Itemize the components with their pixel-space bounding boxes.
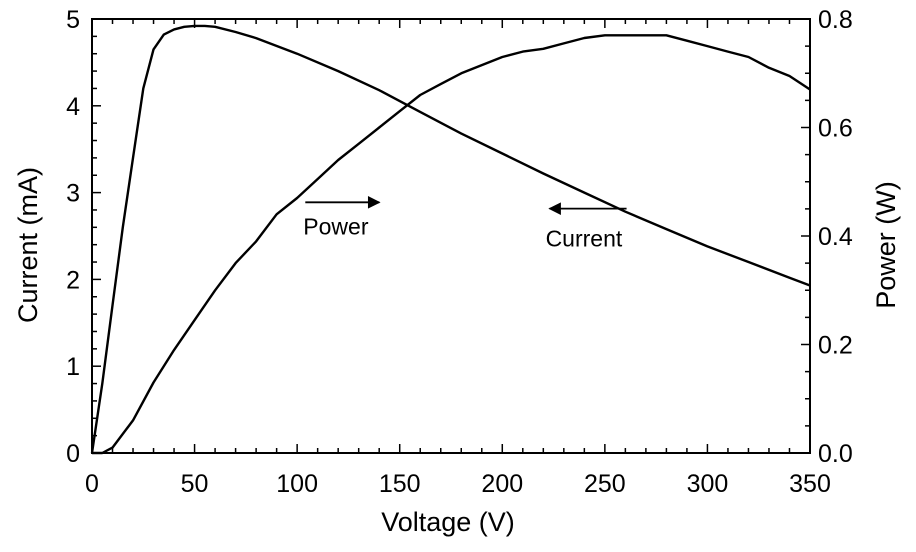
x-tick-label: 250: [584, 470, 626, 498]
y-left-tick-label: 3: [66, 180, 80, 208]
current-curve: [90, 24, 811, 454]
power-annotation: Power: [303, 213, 369, 239]
x-tick-label: 100: [276, 470, 318, 498]
y-left-tick-label: 0: [66, 440, 80, 468]
y-right-tick-label: 0.8: [818, 6, 853, 34]
x-tick-label: 200: [481, 470, 523, 498]
y-right-tick-label: 0.2: [818, 332, 853, 360]
x-tick-label: 50: [181, 470, 209, 498]
y-left-tick-label: 2: [66, 266, 80, 294]
x-tick-label: 350: [789, 470, 831, 498]
y-left-axis-title: Current (mA): [13, 167, 43, 323]
y-left-tick-label: 5: [66, 6, 80, 34]
y-right-tick-label: 0.6: [818, 115, 853, 143]
power-curve: [92, 34, 811, 455]
current-annotation: Current: [546, 226, 623, 252]
plot-frame: [91, 18, 811, 454]
y-left-tick-label: 4: [66, 93, 80, 121]
y-left-tick-label: 1: [66, 353, 80, 381]
y-right-tick-label: 0.0: [818, 440, 853, 468]
x-axis-title: Voltage (V): [381, 507, 515, 537]
x-tick-label: 300: [687, 470, 729, 498]
x-tick-label: 150: [379, 470, 421, 498]
y-right-tick-label: 0.4: [818, 223, 853, 251]
y-right-axis-title: Power (W): [871, 181, 901, 309]
x-tick-label: 0: [85, 470, 99, 498]
